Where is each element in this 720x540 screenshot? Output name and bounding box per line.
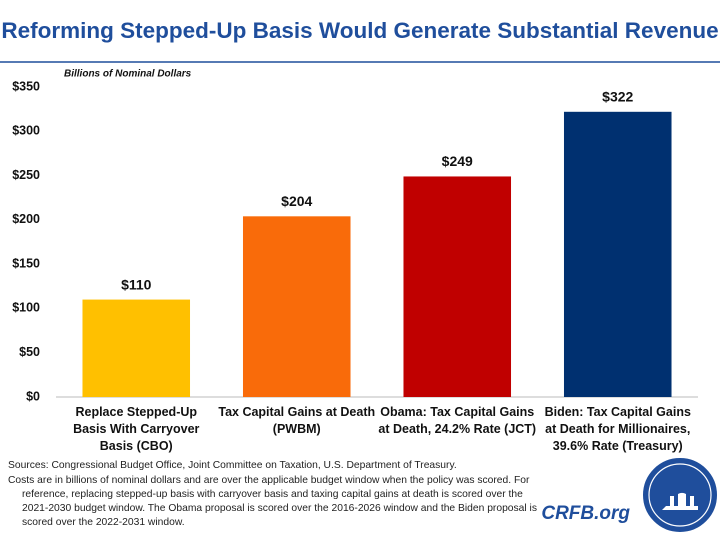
y-axis-label: Billions of Nominal Dollars — [64, 69, 192, 80]
bar — [403, 176, 512, 397]
footnote: Costs are in billions of nominal dollars… — [8, 475, 537, 528]
x-tick-label: Biden: Tax Capital Gains at Death for Mi… — [544, 405, 691, 453]
logo-capitol — [662, 492, 698, 510]
chart-title: Reforming Stepped-Up Basis Would Generat… — [1, 18, 718, 43]
y-tick-label: $100 — [12, 301, 40, 315]
bar — [242, 216, 351, 397]
x-tick-label: Replace Stepped-Up Basis With Carryover … — [73, 405, 200, 453]
y-tick-label: $150 — [12, 256, 40, 270]
value-label: $249 — [442, 153, 473, 169]
y-tick-label: $300 — [12, 124, 40, 138]
x-tick-label: Tax Capital Gains at Death (PWBM) — [218, 405, 376, 436]
y-tick-label: $250 — [12, 168, 40, 182]
value-label: $110 — [121, 276, 152, 292]
y-tick-label: $0 — [26, 389, 40, 403]
logo-seal-ring — [648, 463, 712, 527]
y-tick-label: $350 — [12, 79, 40, 93]
y-tick-label: $200 — [12, 212, 40, 226]
value-label: $322 — [602, 89, 633, 105]
logo-text: CRFB.org — [541, 503, 630, 524]
x-tick-label: Obama: Tax Capital Gains at Death, 24.2%… — [378, 405, 537, 436]
bar — [563, 111, 672, 398]
bar — [82, 299, 191, 397]
source-note: Sources: Congressional Budget Office, Jo… — [8, 460, 457, 471]
y-tick-label: $50 — [19, 345, 40, 359]
value-label: $204 — [281, 193, 312, 209]
